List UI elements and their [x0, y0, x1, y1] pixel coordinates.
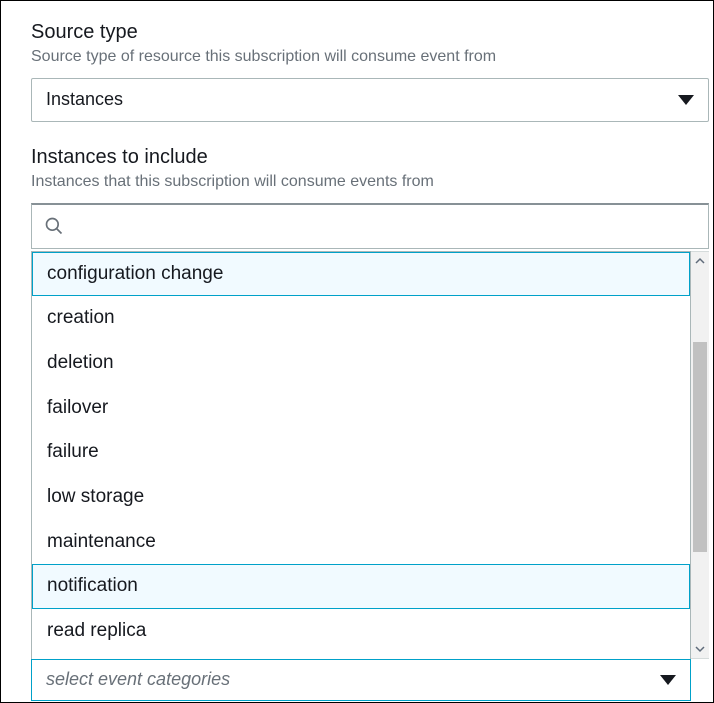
event-categories-select[interactable]: select event categories — [31, 659, 691, 701]
dropdown-item[interactable]: failure — [32, 430, 690, 475]
chevron-down-icon — [678, 95, 694, 105]
dropdown-item[interactable]: read replica — [32, 609, 690, 654]
dropdown-item[interactable]: deletion — [32, 341, 690, 386]
scrollbar-track[interactable] — [691, 251, 709, 659]
source-type-label: Source type — [31, 19, 711, 45]
dropdown-item[interactable]: maintenance — [32, 520, 690, 565]
instances-search-input[interactable] — [31, 203, 709, 249]
instances-description: Instances that this subscription will co… — [31, 172, 711, 193]
dropdown-item[interactable]: configuration change — [32, 252, 690, 297]
form-panel: Source type Source type of resource this… — [0, 0, 714, 703]
dropdown-item[interactable]: recovery — [32, 654, 690, 659]
scroll-up-arrow-icon[interactable] — [691, 252, 709, 270]
dropdown-list[interactable]: configuration changecreationdeletionfail… — [31, 251, 691, 659]
source-type-value: Instances — [46, 89, 123, 110]
event-categories-placeholder: select event categories — [46, 669, 230, 690]
instances-label: Instances to include — [31, 144, 711, 170]
scroll-down-arrow-icon[interactable] — [691, 640, 709, 658]
dropdown-item[interactable]: notification — [32, 564, 690, 609]
source-type-description: Source type of resource this subscriptio… — [31, 47, 711, 68]
chevron-down-icon — [660, 675, 676, 685]
source-type-select[interactable]: Instances — [31, 78, 709, 122]
dropdown-item[interactable]: low storage — [32, 475, 690, 520]
dropdown-item[interactable]: failover — [32, 386, 690, 431]
event-categories-dropdown: configuration changecreationdeletionfail… — [31, 251, 709, 659]
source-type-field: Source type Source type of resource this… — [31, 19, 711, 122]
search-text-input[interactable] — [72, 216, 696, 237]
instances-field: Instances to include Instances that this… — [31, 144, 711, 701]
dropdown-item[interactable]: creation — [32, 296, 690, 341]
search-icon — [44, 216, 64, 236]
scrollbar-thumb[interactable] — [693, 342, 707, 552]
